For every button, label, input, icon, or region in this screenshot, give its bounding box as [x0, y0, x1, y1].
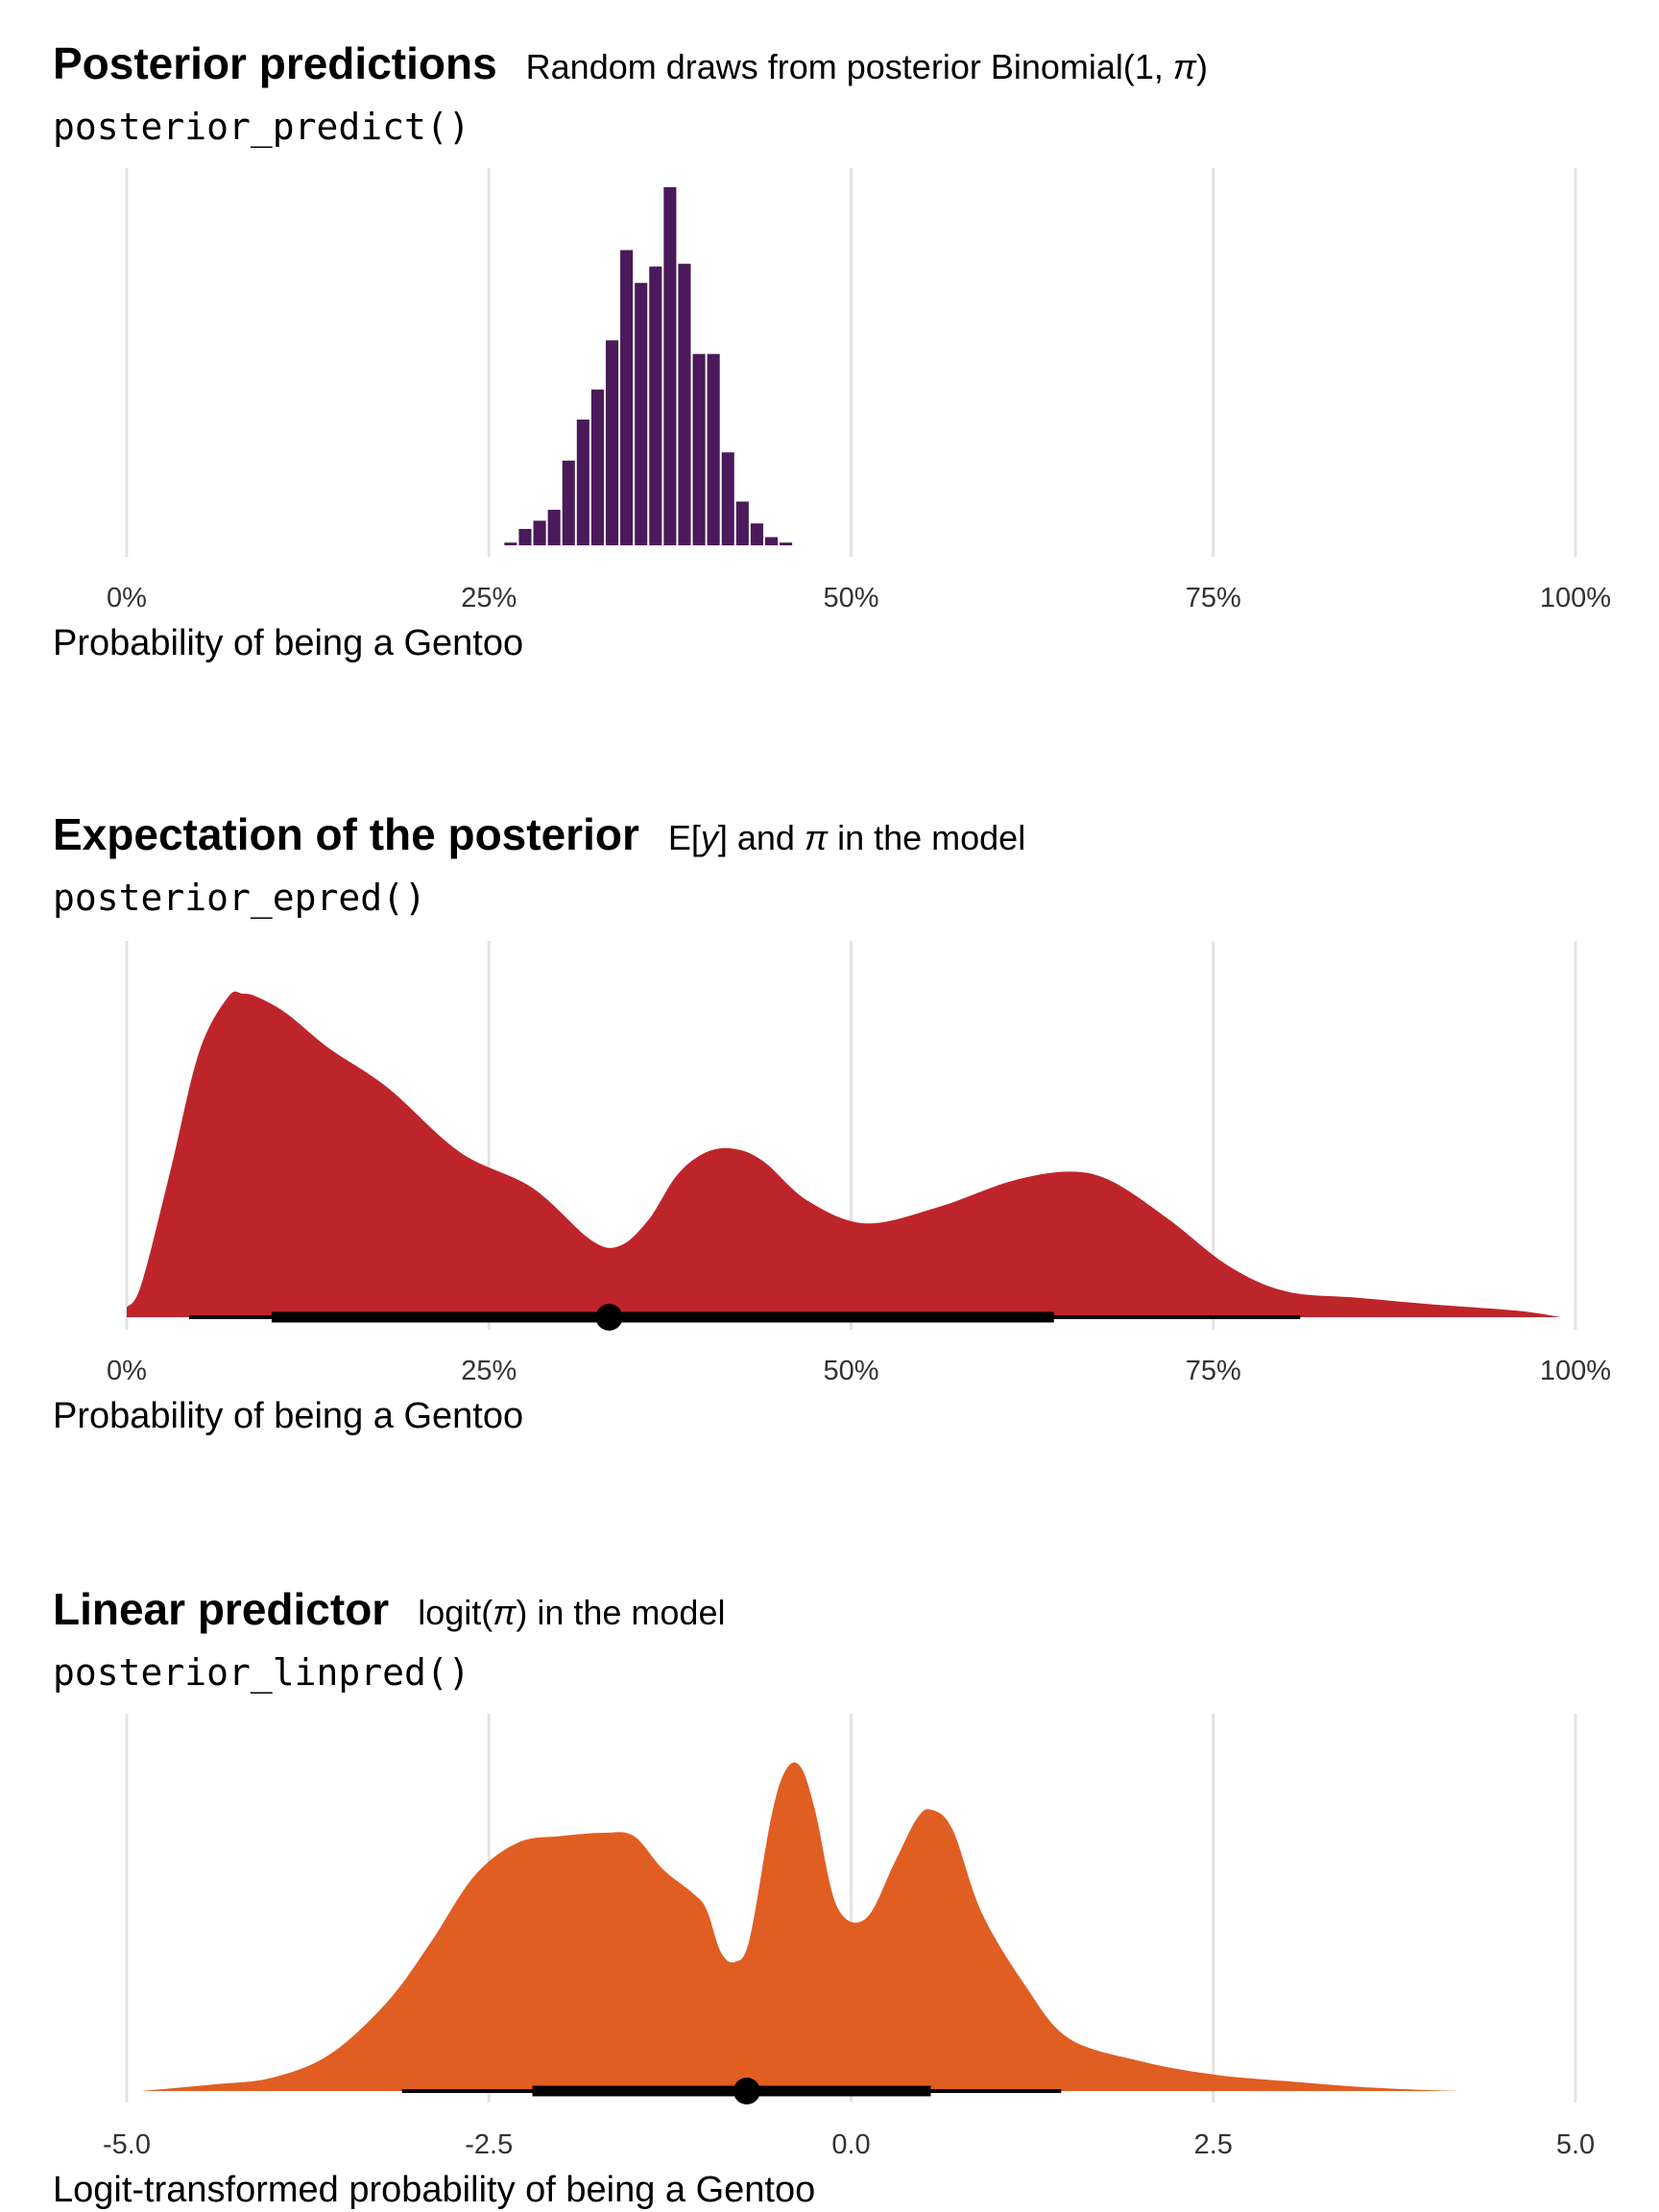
histogram-bar	[678, 263, 691, 545]
density-area	[127, 991, 1561, 1317]
x-tick-label: 0%	[107, 1356, 147, 1386]
histogram-bar	[504, 542, 517, 545]
panel-1-x-axis-label: Probability of being a Gentoo	[53, 623, 523, 663]
panel-2-code-label: posterior_epred()	[53, 877, 426, 920]
panel-3-title: Linear predictor	[53, 1584, 389, 1634]
x-tick-label: 75%	[1186, 583, 1241, 613]
x-tick-label: 2.5	[1194, 2129, 1233, 2160]
panel-2-x-axis-label: Probability of being a Gentoo	[53, 1396, 523, 1436]
x-tick-label: 5.0	[1556, 2129, 1595, 2160]
histogram-bar	[663, 187, 677, 545]
x-tick-label: 50%	[823, 1356, 878, 1386]
panel-linear-predictor: Linear predictor logit(π) in the model p…	[53, 1584, 1595, 2210]
svg-text:Expectation of the posterior: Expectation of the posterior E[y] and π …	[53, 809, 1025, 859]
x-tick-label: 0.0	[831, 2129, 870, 2160]
panel-3-subtitle-pre: logit(	[418, 1593, 493, 1632]
point-estimate	[595, 1304, 623, 1331]
panel-1-subtitle-symbol: π	[1173, 47, 1197, 86]
histogram-bar	[533, 520, 546, 545]
histogram-bar	[620, 250, 634, 545]
x-tick-label: 25%	[461, 1356, 517, 1386]
x-tick-label: 50%	[823, 583, 878, 613]
density-area	[141, 1762, 1547, 2091]
panel-1-title: Posterior predictions	[53, 38, 497, 88]
panel-2-density	[127, 991, 1561, 1331]
point-estimate	[733, 2078, 760, 2104]
panel-3-x-ticks: -5.0 -2.5 0.0 2.5 5.0	[103, 2129, 1595, 2160]
panel-2-title: Expectation of the posterior	[53, 809, 639, 859]
svg-text:Posterior predictions Ra: Posterior predictions Random draws from …	[53, 38, 1208, 88]
panel-2-subtitle-pre: E[	[668, 818, 701, 857]
histogram-bar	[590, 389, 604, 545]
histogram-bar	[605, 340, 619, 545]
panel-2-subtitle-post: in the model	[828, 818, 1025, 857]
panel-1-subtitle-prefix: Random draws from posterior Binomial(1,	[526, 47, 1173, 86]
histogram-bar	[707, 353, 720, 545]
panel-expectation-of-posterior: Expectation of the posterior E[y] and π …	[53, 809, 1611, 1436]
histogram-bar	[764, 537, 779, 545]
x-tick-label: 100%	[1540, 583, 1611, 613]
histogram-bar	[721, 452, 734, 545]
panel-2-subtitle-mid: ] and	[718, 818, 805, 857]
panel-1-histogram	[504, 187, 793, 545]
histogram-bar	[649, 266, 662, 545]
histogram-bar	[750, 523, 763, 545]
histogram-bar	[576, 420, 589, 545]
x-tick-label: -5.0	[103, 2129, 151, 2160]
panel-1-subtitle-suffix: )	[1196, 47, 1208, 86]
x-tick-label: -2.5	[465, 2129, 513, 2160]
histogram-bar	[692, 353, 706, 545]
x-tick-label: 75%	[1186, 1356, 1241, 1386]
histogram-bar	[735, 501, 749, 545]
x-tick-label: 25%	[461, 583, 517, 613]
panel-2-subtitle-y: y	[698, 818, 720, 857]
x-tick-label: 0%	[107, 583, 147, 613]
panel-posterior-predictions: Posterior predictions Random draws from …	[53, 38, 1611, 663]
histogram-bar	[547, 509, 561, 545]
histogram-bar	[635, 282, 648, 545]
svg-text:Linear predictor logit(π: Linear predictor logit(π) in the model	[53, 1584, 725, 1634]
panel-1-gridlines	[125, 168, 1577, 557]
histogram-bar	[780, 542, 793, 545]
panel-3-density	[141, 1762, 1547, 2104]
panel-3-subtitle-symbol: π	[493, 1593, 517, 1632]
panel-2-subtitle-symbol: π	[805, 818, 829, 857]
panel-2-x-ticks: 0% 25% 50% 75% 100%	[107, 1356, 1611, 1386]
panel-1-code-label: posterior_predict()	[53, 106, 470, 149]
panel-1-x-ticks: 0% 25% 50% 75% 100%	[107, 583, 1611, 613]
panel-3-code-label: posterior_linpred()	[53, 1651, 470, 1695]
x-tick-label: 100%	[1540, 1356, 1611, 1386]
panel-3-x-axis-label: Logit-transformed probability of being a…	[53, 2170, 815, 2210]
histogram-bar	[562, 460, 575, 545]
panel-3-subtitle-post: ) in the model	[516, 1593, 725, 1632]
histogram-bar	[518, 528, 532, 545]
